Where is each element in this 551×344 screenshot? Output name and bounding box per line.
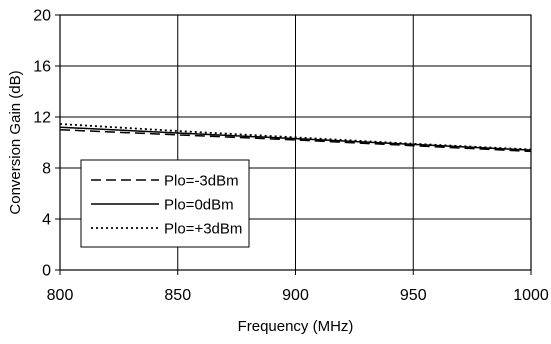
series-line-1 <box>59 129 532 153</box>
legend: Plo=-3dBm Plo=0dBm Plo=+3dBm <box>80 159 250 248</box>
legend-label-2: Plo=0dBm <box>164 197 234 214</box>
series-line-2 <box>59 126 532 151</box>
y-axis-title: Conversion Gain (dB) <box>7 70 24 214</box>
y-tick-label: 16 <box>33 59 51 76</box>
legend-items: Plo=-3dBm Plo=0dBm Plo=+3dBm <box>91 173 242 238</box>
legend-label-1: Plo=-3dBm <box>164 173 239 190</box>
series-line-3 <box>59 123 532 151</box>
x-tick-label: 1000 <box>513 287 549 304</box>
x-tick-label: 850 <box>164 287 191 304</box>
y-tick-label: 12 <box>33 110 51 127</box>
y-tick-label: 20 <box>33 8 51 25</box>
tick-layer: 0 4 8 12 16 20 800 850 900 950 1000 <box>33 8 549 305</box>
x-axis-title: Frequency (MHz) <box>238 318 354 335</box>
y-tick-label: 8 <box>42 161 51 178</box>
x-tick-label: 800 <box>47 287 74 304</box>
y-tick-label: 0 <box>42 263 51 280</box>
series-layer <box>59 123 532 153</box>
legend-label-3: Plo=+3dBm <box>164 221 242 238</box>
x-tick-label: 950 <box>400 287 427 304</box>
x-tick-label: 900 <box>282 287 309 304</box>
y-tick-label: 4 <box>42 212 51 229</box>
